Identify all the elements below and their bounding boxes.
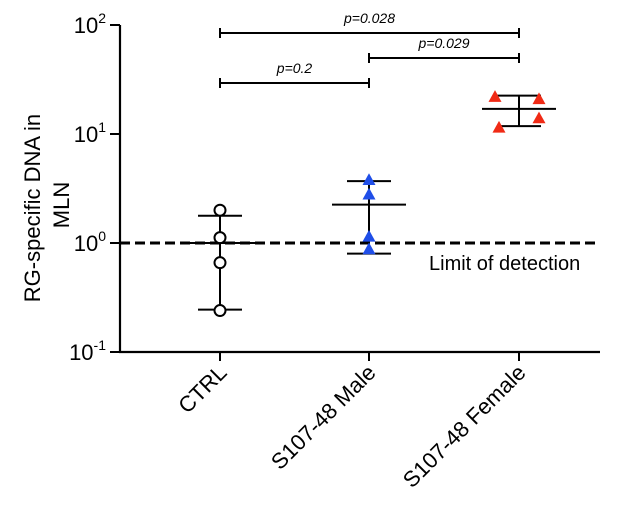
y-tick-label: 101 xyxy=(74,119,106,147)
data-point xyxy=(362,229,376,242)
data-point xyxy=(488,90,502,102)
significance-label: p=0.028 xyxy=(343,10,395,26)
data-point xyxy=(213,231,227,245)
y-axis-label-line2: MLN xyxy=(49,182,74,228)
x-tick-label: CTRL xyxy=(173,360,231,418)
data-points xyxy=(213,90,546,318)
data-point xyxy=(213,203,227,217)
data-point xyxy=(532,92,546,105)
y-tick-label: 10-1 xyxy=(69,337,106,365)
data-point xyxy=(492,120,506,133)
y-axis-label-line1: RG-specific DNA in xyxy=(20,114,45,302)
data-point xyxy=(213,256,227,270)
significance-label: p=0.029 xyxy=(418,35,470,51)
y-tick-label: 102 xyxy=(74,10,106,38)
significance-brackets: p=0.028 p=0.029 p=0.2 xyxy=(219,10,520,88)
data-point xyxy=(532,111,546,124)
x-tick-label: S107-48 Male xyxy=(266,360,381,475)
y-axis-label: RG-specific DNA in MLN xyxy=(20,108,74,302)
limit-of-detection-line: Limit of detection xyxy=(120,241,600,275)
data-point xyxy=(213,304,227,318)
significance-label: p=0.2 xyxy=(276,60,313,76)
data-point xyxy=(362,242,376,255)
y-tick-label: 100 xyxy=(74,228,106,256)
data-point xyxy=(362,187,376,200)
x-tick-label: S107-48 Female xyxy=(398,360,531,493)
reference-line-label: Limit of detection xyxy=(429,253,580,275)
x-axis-ticks: CTRL S107-48 Male S107-48 Female xyxy=(173,352,531,493)
y-axis-ticks: 102 101 100 10-1 xyxy=(69,10,120,365)
data-point xyxy=(362,173,376,186)
